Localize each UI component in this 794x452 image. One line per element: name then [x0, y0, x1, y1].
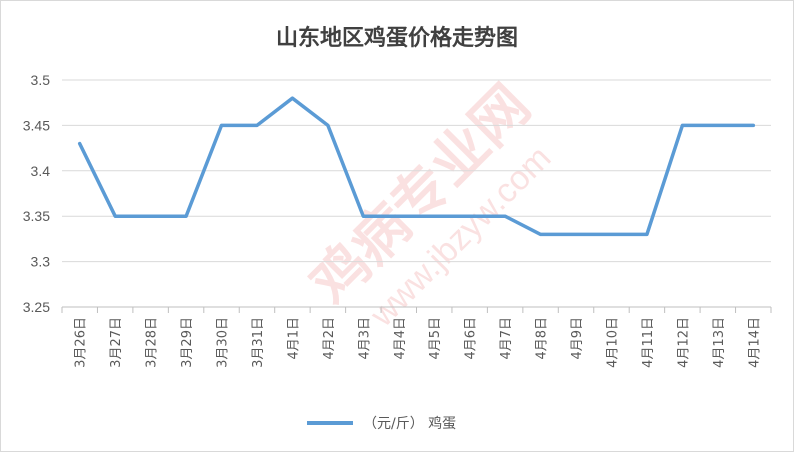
- x-tick-label: 3月29日: [180, 317, 195, 368]
- chart-title: 山东地区鸡蛋价格走势图: [276, 25, 518, 51]
- x-tick-label: 4月13日: [712, 317, 727, 368]
- x-tick-label: 4月7日: [499, 317, 514, 360]
- x-tick-label: 3月27日: [109, 317, 124, 368]
- x-tick-label: 4月9日: [570, 317, 585, 360]
- legend: （元/斤） 鸡蛋: [307, 415, 456, 432]
- x-tick-label: 4月12日: [676, 317, 691, 368]
- y-tick-label: 3.4: [31, 163, 51, 179]
- x-tick-label: 3月31日: [251, 317, 266, 368]
- y-tick-label: 3.3: [31, 254, 51, 270]
- x-tick-label: 4月14日: [747, 317, 762, 368]
- x-tick-label: 4月10日: [605, 317, 620, 368]
- legend-label: （元/斤） 鸡蛋: [363, 415, 456, 432]
- x-tick-label: 4月6日: [464, 317, 479, 360]
- x-tick-label: 3月30日: [216, 317, 231, 368]
- y-tick-label: 3.25: [23, 299, 50, 315]
- x-tick-label: 3月28日: [145, 317, 160, 368]
- x-tick-label: 4月5日: [428, 317, 443, 360]
- y-tick-label: 3.5: [31, 72, 51, 88]
- y-tick-label: 3.45: [23, 117, 50, 133]
- x-tick-label: 4月1日: [286, 317, 301, 360]
- series-line-egg-price: [77, 96, 756, 237]
- x-tick-label: 4月11日: [641, 317, 656, 368]
- x-tick-label: 4月3日: [357, 317, 372, 360]
- x-tick-label: 4月8日: [535, 317, 550, 360]
- y-tick-label: 3.35: [23, 208, 50, 224]
- x-tick-label: 4月2日: [322, 317, 337, 360]
- x-tick-label: 3月26日: [74, 317, 89, 368]
- x-tick-label: 4月4日: [393, 317, 408, 360]
